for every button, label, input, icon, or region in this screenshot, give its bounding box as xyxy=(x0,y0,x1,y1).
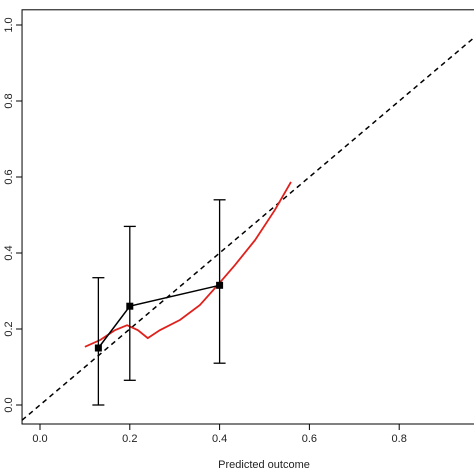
group-point xyxy=(216,281,224,289)
plot-frame xyxy=(21,9,474,425)
x-tick-label: 0.6 xyxy=(302,433,317,445)
y-tick-label: 0.8 xyxy=(3,93,15,108)
x-tick-label: 0.8 xyxy=(392,433,407,445)
reference-diagonal xyxy=(21,36,474,421)
y-tick-label: 0.2 xyxy=(3,321,15,336)
y-tick-label: 0.0 xyxy=(3,397,15,412)
x-tick-label: 0.2 xyxy=(122,433,137,445)
smooth-curve xyxy=(84,181,292,348)
y-tick-label: 0.6 xyxy=(3,169,15,184)
y-tick-label: 1.0 xyxy=(3,17,15,32)
y-tick-label: 0.4 xyxy=(3,245,15,260)
x-axis-label: Predicted outcome xyxy=(218,459,310,471)
group-point xyxy=(94,344,102,352)
group-point xyxy=(126,302,134,310)
x-tick-label: 0.4 xyxy=(212,433,227,445)
x-tick-label: 0.0 xyxy=(32,433,47,445)
group-line xyxy=(97,284,220,349)
